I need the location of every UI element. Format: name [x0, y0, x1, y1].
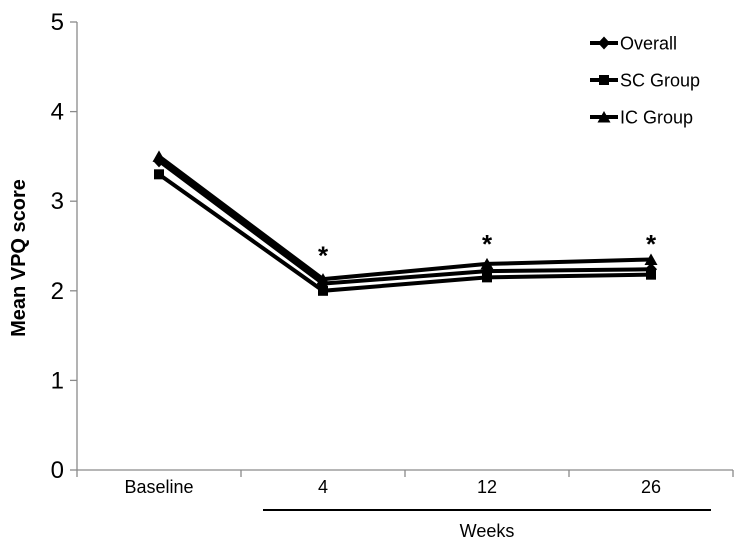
y-tick-label: 3	[51, 188, 64, 215]
legend-triangle-icon	[597, 111, 611, 123]
significance-asterisk: *	[482, 229, 493, 259]
y-axis-title: Mean VPQ score	[8, 179, 30, 337]
significance-asterisk: *	[646, 229, 657, 259]
x-axis-title: Weeks	[460, 521, 515, 541]
square-marker-sc-group	[482, 272, 492, 283]
x-tick-label: 12	[477, 477, 497, 497]
square-marker-sc-group	[646, 269, 656, 280]
y-tick-label: 2	[51, 278, 64, 305]
y-tick-label: 1	[51, 367, 64, 394]
legend-label-overall: Overall	[620, 34, 677, 54]
y-tick-label: 4	[51, 99, 64, 126]
x-tick-label: 4	[318, 477, 328, 497]
legend-square-icon	[599, 75, 609, 85]
legend-diamond-icon	[598, 36, 610, 50]
y-tick-label: 5	[51, 9, 64, 36]
x-tick-label: 26	[641, 477, 661, 497]
series-line-overall	[157, 159, 652, 286]
triangle-marker-ic-group	[644, 253, 658, 265]
square-marker-sc-group	[154, 169, 164, 180]
series-line-sc-group	[157, 172, 652, 293]
legend-label-sc-group: SC Group	[620, 71, 700, 91]
series-line-ic-group	[157, 154, 652, 282]
triangle-marker-ic-group	[152, 150, 166, 162]
y-tick-label: 0	[51, 457, 64, 484]
triangle-marker-ic-group	[316, 273, 330, 285]
square-marker-sc-group	[318, 285, 328, 296]
triangle-marker-ic-group	[480, 257, 494, 270]
legend-label-ic-group: IC Group	[620, 108, 693, 128]
x-tick-label: Baseline	[124, 477, 193, 497]
significance-asterisk: *	[318, 241, 329, 271]
